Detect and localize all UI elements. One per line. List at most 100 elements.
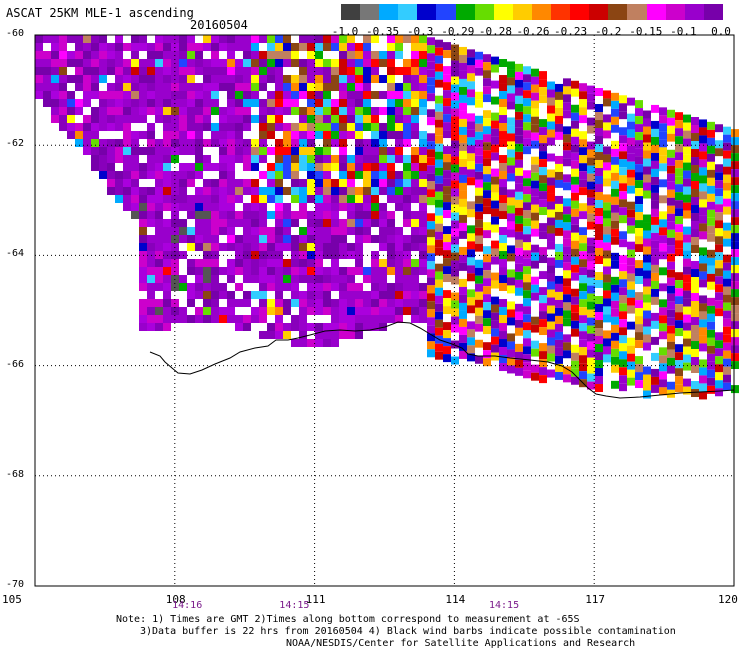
data-cell — [627, 369, 635, 378]
data-cell — [451, 124, 459, 133]
data-cell — [251, 283, 259, 291]
data-cell — [347, 171, 355, 179]
data-cell — [555, 323, 563, 332]
data-cell — [491, 192, 499, 201]
data-cell — [595, 272, 603, 281]
data-cell — [627, 377, 635, 386]
data-cell — [51, 83, 59, 91]
data-cell — [243, 259, 251, 267]
data-cell — [483, 334, 491, 343]
data-cell — [307, 163, 315, 171]
data-cell — [331, 275, 339, 283]
data-cell — [363, 67, 371, 75]
data-cell — [515, 335, 523, 344]
data-cell — [211, 299, 219, 307]
data-cell — [579, 299, 587, 308]
data-cell — [379, 139, 387, 147]
data-cell — [211, 307, 219, 315]
data-cell — [195, 259, 203, 267]
data-cell — [259, 179, 267, 187]
data-cell — [523, 218, 531, 227]
data-cell — [355, 91, 363, 99]
data-cell — [579, 107, 587, 116]
data-cell — [347, 227, 355, 235]
data-cell — [315, 91, 323, 99]
data-cell — [355, 131, 363, 139]
data-cell — [403, 75, 411, 83]
data-cell — [267, 107, 275, 115]
data-cell — [691, 253, 699, 262]
data-cell — [99, 123, 107, 131]
data-cell — [611, 148, 619, 157]
data-cell — [123, 59, 131, 67]
data-cell — [251, 275, 259, 283]
data-cell — [259, 283, 267, 291]
data-cell — [683, 370, 691, 379]
data-cell — [155, 195, 163, 203]
data-cell — [611, 124, 619, 133]
data-cell — [211, 315, 219, 323]
data-cell — [571, 336, 579, 345]
data-cell — [451, 116, 459, 125]
data-cell — [579, 331, 587, 340]
data-cell — [75, 107, 83, 115]
data-cell — [643, 294, 651, 303]
data-cell — [435, 119, 443, 128]
data-cell — [387, 299, 395, 307]
data-cell — [355, 243, 363, 251]
data-cell — [507, 229, 515, 238]
data-cell — [355, 315, 363, 323]
data-cell — [307, 67, 315, 75]
data-cell — [531, 252, 539, 261]
data-cell — [667, 325, 675, 334]
data-cell — [723, 350, 731, 359]
data-cell — [347, 147, 355, 155]
data-cell — [67, 35, 75, 43]
data-cell — [595, 336, 603, 345]
data-cell — [219, 91, 227, 99]
data-cell — [203, 195, 211, 203]
data-cell — [507, 357, 515, 366]
data-cell — [411, 307, 419, 315]
data-cell — [467, 217, 475, 226]
data-cell — [547, 161, 555, 170]
data-cell — [547, 169, 555, 178]
data-cell — [427, 229, 435, 238]
data-cell — [323, 115, 331, 123]
data-cell — [699, 319, 707, 328]
data-cell — [179, 139, 187, 147]
data-cell — [275, 179, 283, 187]
data-cell — [315, 83, 323, 91]
data-cell — [667, 333, 675, 342]
data-cell — [427, 349, 435, 358]
data-cell — [259, 259, 267, 267]
data-cell — [515, 343, 523, 352]
data-cell — [51, 115, 59, 123]
data-cell — [379, 115, 387, 123]
data-cell — [723, 190, 731, 199]
data-cell — [275, 99, 283, 107]
data-cell — [443, 274, 451, 283]
data-cell — [59, 83, 67, 91]
data-cell — [699, 199, 707, 208]
data-cell — [179, 307, 187, 315]
data-cell — [443, 146, 451, 155]
data-cell — [395, 179, 403, 187]
data-cell — [371, 315, 379, 323]
data-cell — [499, 155, 507, 164]
data-cell — [379, 35, 387, 43]
data-cell — [267, 283, 275, 291]
data-cell — [699, 159, 707, 168]
data-cell — [611, 180, 619, 189]
data-cell — [259, 43, 267, 51]
data-cell — [403, 211, 411, 219]
data-cell — [683, 218, 691, 227]
data-cell — [531, 348, 539, 357]
data-cell — [323, 283, 331, 291]
data-cell — [523, 298, 531, 307]
data-cell — [723, 358, 731, 367]
data-cell — [235, 323, 243, 331]
data-cell — [659, 147, 667, 156]
data-cell — [483, 134, 491, 143]
data-cell — [635, 164, 643, 173]
